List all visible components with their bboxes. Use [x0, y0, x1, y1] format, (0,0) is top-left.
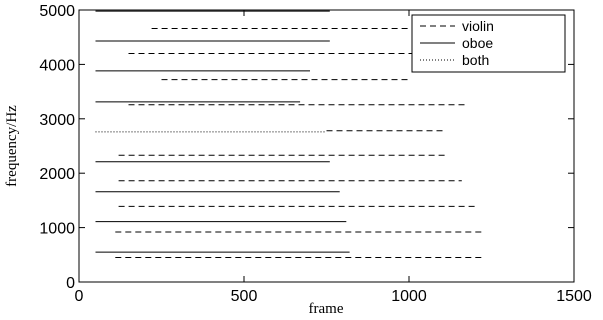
y-tick-label: 1000 — [39, 221, 75, 238]
y-axis: 0 1000 2000 3000 4000 5000 — [39, 3, 574, 292]
plot-series — [95, 10, 485, 258]
series-oboe — [95, 10, 350, 253]
y-axis-label: frequency/Hz — [4, 105, 20, 187]
x-tick-label: 1000 — [391, 288, 427, 305]
y-tick-label: 2000 — [39, 166, 75, 183]
x-axis: 0 500 1000 1500 — [75, 10, 592, 305]
x-tick-label: 500 — [231, 288, 258, 305]
series-violin — [115, 28, 485, 258]
x-tick-label: 1500 — [556, 288, 592, 305]
x-axis-label: frame — [309, 301, 344, 317]
y-tick-label: 0 — [66, 275, 75, 292]
y-tick-label: 4000 — [39, 57, 75, 74]
legend-label-oboe: oboe — [462, 35, 493, 51]
legend-label-violin: violin — [462, 18, 494, 34]
y-tick-label: 3000 — [39, 112, 75, 129]
legend-label-both: both — [462, 52, 489, 68]
x-tick-label: 0 — [75, 288, 84, 305]
plot-frame — [78, 9, 575, 283]
y-tick-label: 5000 — [39, 3, 75, 20]
